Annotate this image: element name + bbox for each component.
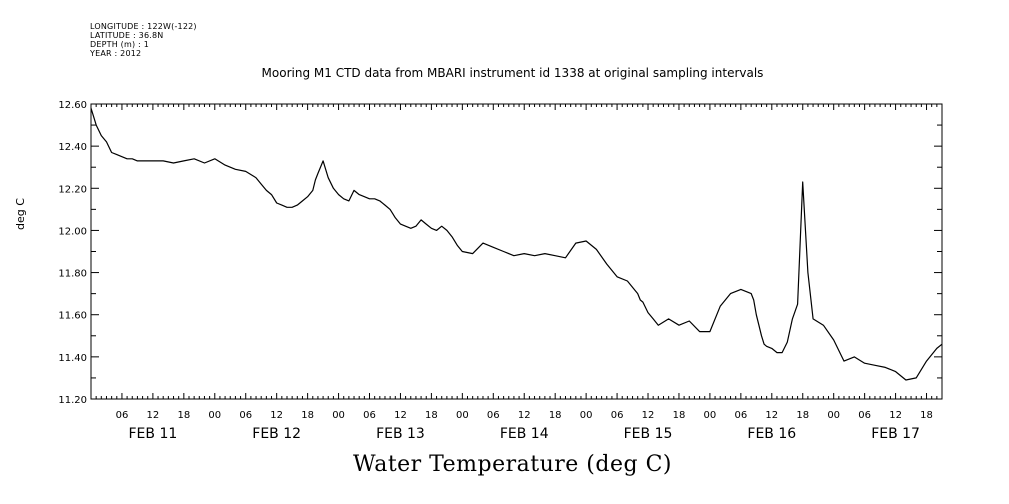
x-tick-label: 18 xyxy=(425,410,438,421)
plot-frame xyxy=(90,103,943,400)
chart-title: Mooring M1 CTD data from MBARI instrumen… xyxy=(261,66,764,80)
x-tick-label: 12 xyxy=(642,410,655,421)
x-tick-label: 06 xyxy=(734,410,747,421)
x-tick-label: 18 xyxy=(920,410,933,421)
y-tick-label: 11.20 xyxy=(58,395,87,406)
day-label: FEB 17 xyxy=(871,426,920,442)
x-tick-label: 06 xyxy=(116,410,129,421)
x-tick-label: 00 xyxy=(704,410,717,421)
y-tick-label: 11.60 xyxy=(58,311,87,322)
x-tick-label: 18 xyxy=(796,410,809,421)
x-tick-label: 12 xyxy=(518,410,531,421)
x-tick-label: 18 xyxy=(673,410,686,421)
x-tick-label: 12 xyxy=(147,410,160,421)
x-tick-label: 06 xyxy=(239,410,252,421)
x-axis-label: Water Temperature (deg C) xyxy=(353,452,672,477)
header-depth: DEPTH (m) : 1 xyxy=(90,40,149,49)
x-tick-label: 12 xyxy=(889,410,902,421)
day-label: FEB 12 xyxy=(252,426,301,442)
header-latitude: LATITUDE : 36.8N xyxy=(90,31,164,40)
header-longitude: LONGITUDE : 122W(-122) xyxy=(90,22,197,31)
x-tick-label: 18 xyxy=(177,410,190,421)
y-tick-label: 12.60 xyxy=(58,100,87,111)
y-tick-label: 11.40 xyxy=(58,353,87,364)
day-label: FEB 16 xyxy=(747,426,796,442)
x-tick-label: 00 xyxy=(580,410,593,421)
x-tick-label: 06 xyxy=(858,410,871,421)
header-year: YEAR : 2012 xyxy=(90,49,142,58)
y-tick-label: 12.20 xyxy=(58,184,87,195)
x-tick-label: 00 xyxy=(208,410,221,421)
x-tick-label: 18 xyxy=(301,410,314,421)
y-tick-label: 11.80 xyxy=(58,269,87,280)
day-label: FEB 11 xyxy=(129,426,178,442)
day-label: FEB 15 xyxy=(624,426,673,442)
y-tick-label: 12.40 xyxy=(58,142,87,153)
x-tick-label: 00 xyxy=(827,410,840,421)
x-tick-label: 06 xyxy=(611,410,624,421)
day-label: FEB 13 xyxy=(376,426,425,442)
x-tick-label: 00 xyxy=(332,410,345,421)
y-tick-label: 12.00 xyxy=(58,226,87,237)
x-tick-label: 18 xyxy=(549,410,562,421)
x-tick-label: 06 xyxy=(363,410,376,421)
day-label: FEB 14 xyxy=(500,426,549,442)
x-tick-label: 12 xyxy=(394,410,407,421)
temperature-series-line xyxy=(90,108,943,381)
x-tick-label: 12 xyxy=(765,410,778,421)
x-tick-label: 12 xyxy=(270,410,283,421)
x-tick-label: 00 xyxy=(456,410,469,421)
x-tick-label: 06 xyxy=(487,410,500,421)
